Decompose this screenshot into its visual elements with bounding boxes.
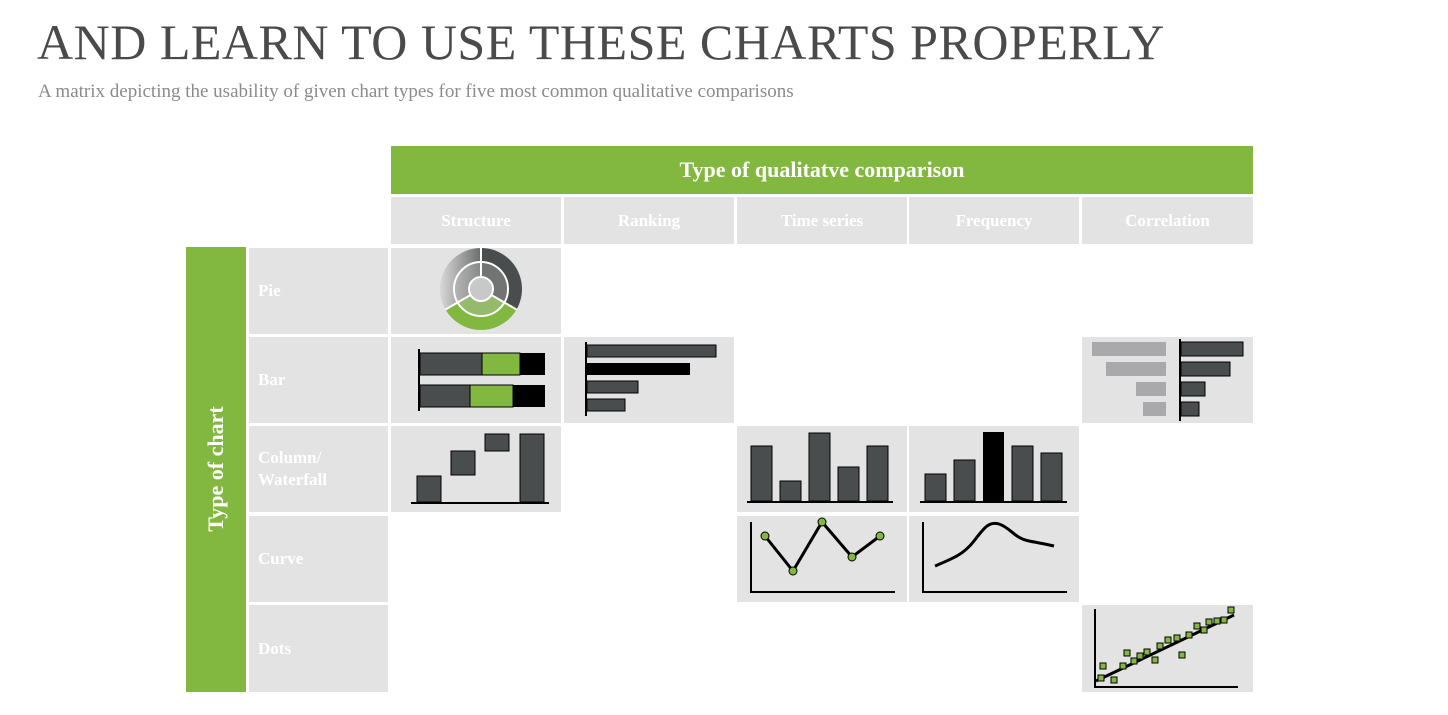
ranked-bar-icon	[585, 342, 717, 416]
column-chart-icon	[747, 432, 893, 503]
cell-bar-correlation	[1082, 337, 1253, 423]
cell-bar-structure	[391, 337, 561, 423]
column-header-structure: Structure	[391, 197, 561, 244]
cell-column-time-series	[737, 426, 907, 512]
tornado-bar-icon	[1092, 339, 1244, 421]
page-subtitle: A matrix depicting the usability of give…	[38, 81, 794, 102]
cell-pie-structure	[391, 248, 561, 334]
row-header-pie: Pie	[249, 248, 388, 334]
cell-bar-ranking	[564, 337, 734, 423]
histogram-icon	[920, 432, 1067, 503]
row-header-column-waterfall: Column/ Waterfall	[249, 426, 388, 512]
column-header-correlation: Correlation	[1082, 197, 1253, 244]
chart-type-label: Type of chart	[203, 406, 228, 532]
row-header-curve: Curve	[249, 516, 388, 602]
chart-type-band	[186, 247, 246, 692]
comparison-type-header: Type of qualitatve comparison	[391, 146, 1253, 194]
distribution-curve-icon	[922, 521, 1067, 593]
cell-curve-frequency	[909, 516, 1079, 602]
waterfall-icon	[411, 433, 549, 504]
cell-dots-correlation	[1082, 605, 1253, 692]
row-header-bar: Bar	[249, 337, 388, 423]
column-header-ranking: Ranking	[564, 197, 734, 244]
cell-curve-time-series	[737, 516, 907, 602]
row-header-dots: Dots	[249, 605, 388, 692]
page-title: AND LEARN TO USE THESE CHARTS PROPERLY	[37, 14, 1165, 70]
donut-chart-icon	[440, 248, 522, 330]
column-header-time-series: Time series	[737, 197, 907, 244]
scatter-trend-icon	[1094, 606, 1238, 688]
line-with-markers-icon	[750, 517, 895, 593]
column-header-frequency: Frequency	[909, 197, 1079, 244]
stacked-bar-icon	[418, 349, 545, 411]
cell-column-structure	[391, 426, 561, 512]
cell-column-frequency	[909, 426, 1079, 512]
